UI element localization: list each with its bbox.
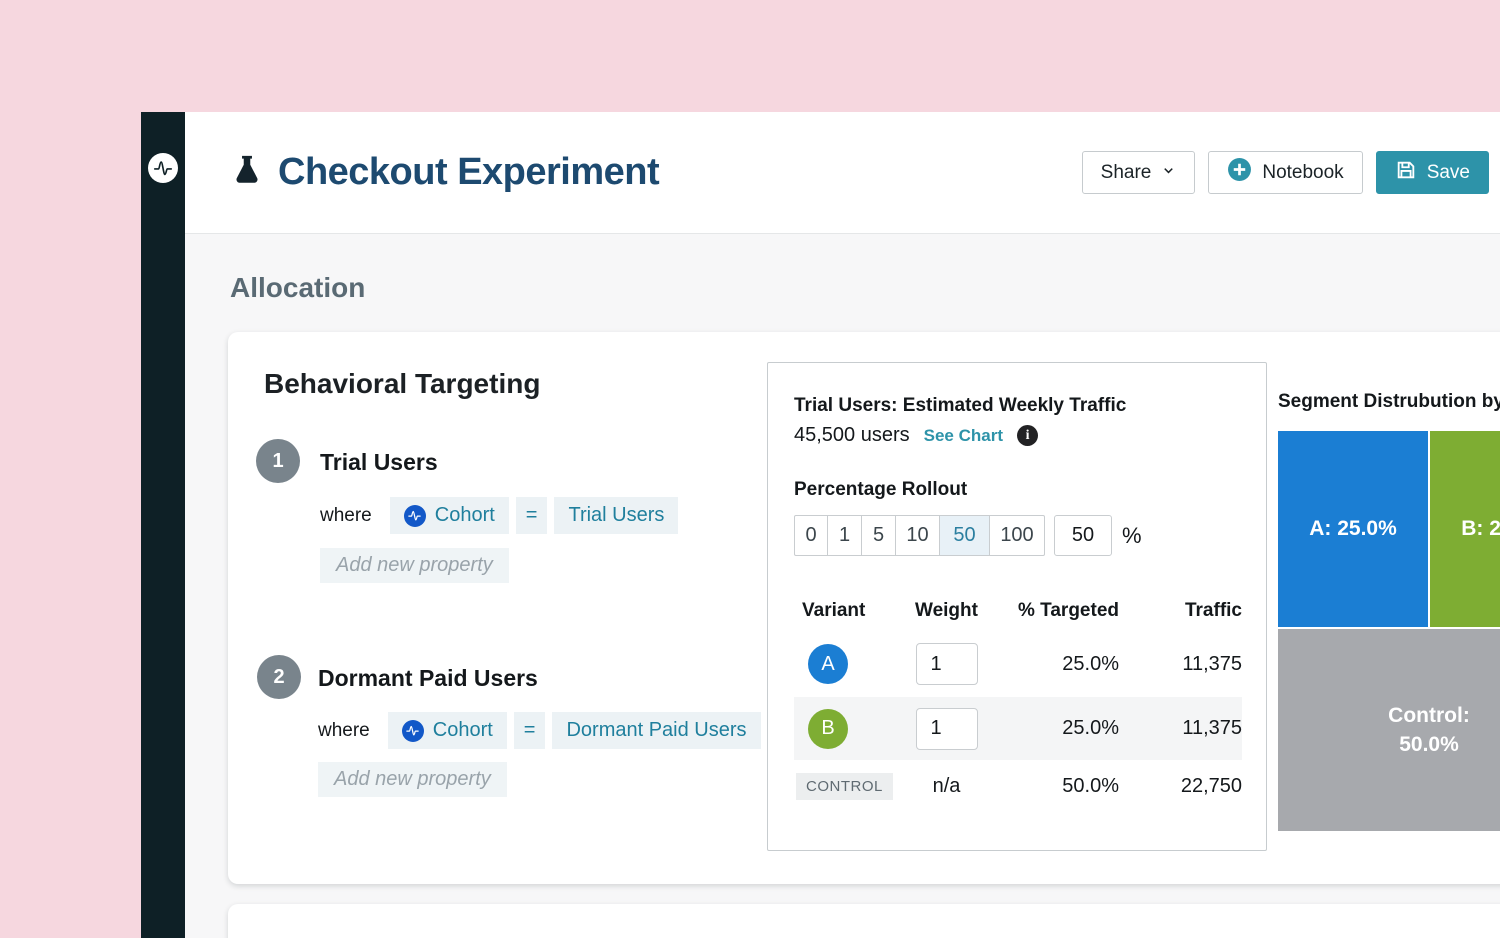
- variant-table: Variant Weight % Targeted Traffic A 25.0…: [794, 591, 1242, 812]
- weight-cell: n/a: [932, 774, 961, 797]
- treemap-tile-b: B: 25.0%: [1430, 431, 1500, 627]
- header-actions: Share Notebook Save: [1081, 151, 1489, 194]
- traffic-panel-title: Trial Users: Estimated Weekly Traffic: [794, 395, 1127, 416]
- segment-1-condition: where Cohort = Trial Users: [320, 497, 685, 534]
- distribution-treemap: A: 25.0% B: 25.0% Control: 50.0%: [1278, 431, 1500, 831]
- traffic-value: 45,500 users: [794, 424, 910, 446]
- page-title: Checkout Experiment: [278, 151, 660, 193]
- save-button-label: Save: [1426, 161, 1470, 183]
- traffic-row: 45,500 users See Chart i: [794, 424, 1039, 447]
- weight-input-b[interactable]: [915, 707, 978, 750]
- plus-circle-icon: [1227, 157, 1252, 188]
- segment-2-number: 2: [257, 655, 301, 699]
- segment-1-name: Trial Users: [320, 449, 438, 475]
- traffic-cell: 22,750: [1180, 774, 1242, 797]
- segment-2-condition: where Cohort = Dormant Paid Users: [318, 712, 768, 749]
- property-pill-cohort[interactable]: Cohort: [387, 712, 507, 749]
- operator-pill[interactable]: =: [515, 497, 548, 534]
- rollout-percent-input[interactable]: [1054, 515, 1112, 556]
- targeted-cell: 25.0%: [1062, 717, 1119, 739]
- rollout-option-0[interactable]: 0: [794, 515, 828, 556]
- card-title: Behavioral Targeting: [264, 368, 541, 399]
- topbar: Checkout Experiment Share Notebook: [185, 112, 1500, 234]
- property-pill-cohort[interactable]: Cohort: [389, 497, 509, 534]
- add-new-property-button[interactable]: Add new property: [320, 548, 509, 583]
- targeted-cell: 50.0%: [1062, 774, 1119, 797]
- value-pill[interactable]: Dormant Paid Users: [552, 712, 761, 749]
- next-section-card: [228, 904, 1500, 938]
- col-header-traffic: Traffic: [1184, 600, 1242, 621]
- traffic-panel: Trial Users: Estimated Weekly Traffic 45…: [767, 362, 1267, 851]
- see-chart-link[interactable]: See Chart: [923, 425, 1004, 445]
- targeted-cell: 25.0%: [1062, 652, 1119, 675]
- rollout-segmented-control: 0 1 5 10 50 100: [794, 515, 1045, 556]
- behavioral-targeting-card: Behavioral Targeting 1 Trial Users where…: [228, 332, 1500, 884]
- notebook-button[interactable]: Notebook: [1208, 151, 1363, 194]
- rollout-option-100[interactable]: 100: [990, 515, 1045, 556]
- table-row-variant-b: B 25.0% 11,375: [794, 697, 1242, 760]
- operator-pill[interactable]: =: [513, 712, 546, 749]
- treemap-tile-control: Control: 50.0%: [1278, 629, 1500, 831]
- value-pill[interactable]: Trial Users: [554, 497, 679, 534]
- variant-a-badge: A: [808, 644, 848, 684]
- table-row-variant-a: A 25.0% 11,375: [794, 631, 1242, 697]
- variant-table-header: Variant Weight % Targeted Traffic: [794, 591, 1242, 631]
- where-label: where: [318, 719, 370, 741]
- notebook-button-label: Notebook: [1262, 161, 1344, 183]
- percent-unit-label: %: [1122, 522, 1142, 548]
- rollout-option-10[interactable]: 10: [896, 515, 940, 556]
- treemap-tile-a: A: 25.0%: [1278, 431, 1428, 627]
- where-label: where: [320, 504, 372, 526]
- col-header-weight: Weight: [915, 600, 978, 621]
- control-badge: CONTROL: [796, 772, 893, 800]
- info-icon[interactable]: i: [1017, 425, 1039, 446]
- table-row-control: CONTROL n/a 50.0% 22,750: [794, 760, 1242, 812]
- save-button[interactable]: Save: [1375, 151, 1489, 194]
- traffic-cell: 11,375: [1182, 652, 1242, 675]
- segment-2-name: Dormant Paid Users: [318, 665, 538, 691]
- flask-icon: [230, 153, 264, 192]
- amplitude-logo-icon[interactable]: [148, 153, 178, 183]
- property-pill-label: Cohort: [434, 504, 495, 526]
- rollout-label: Percentage Rollout: [794, 479, 968, 500]
- amplitude-logo-icon: [401, 719, 424, 742]
- property-pill-label: Cohort: [432, 719, 493, 741]
- traffic-cell: 11,375: [1182, 717, 1242, 739]
- title-wrap: Checkout Experiment: [230, 151, 660, 194]
- share-button-label: Share: [1100, 161, 1152, 183]
- rollout-option-5[interactable]: 5: [862, 515, 896, 556]
- share-button[interactable]: Share: [1081, 151, 1196, 194]
- allocation-heading: Allocation: [230, 272, 366, 303]
- variant-b-badge: B: [808, 708, 848, 749]
- content: Allocation Behavioral Targeting 1 Trial …: [185, 234, 1500, 938]
- chevron-down-icon: [1161, 162, 1176, 184]
- distribution-title: Segment Distrubution by: [1278, 391, 1500, 412]
- rollout-controls: 0 1 5 10 50 100 %: [794, 515, 1142, 556]
- amplitude-logo-icon: [403, 504, 426, 527]
- main-area: Checkout Experiment Share Notebook: [185, 112, 1500, 938]
- col-header-targeted: % Targeted: [1017, 600, 1119, 621]
- save-icon: [1395, 159, 1417, 187]
- col-header-variant: Variant: [802, 600, 866, 621]
- rollout-option-50[interactable]: 50: [940, 515, 990, 556]
- app-window: Checkout Experiment Share Notebook: [141, 112, 1500, 938]
- add-new-property-button[interactable]: Add new property: [318, 762, 507, 797]
- weight-input-a[interactable]: [915, 643, 978, 685]
- sidebar: [141, 112, 185, 938]
- rollout-option-1[interactable]: 1: [828, 515, 862, 556]
- segment-1-number: 1: [256, 439, 300, 483]
